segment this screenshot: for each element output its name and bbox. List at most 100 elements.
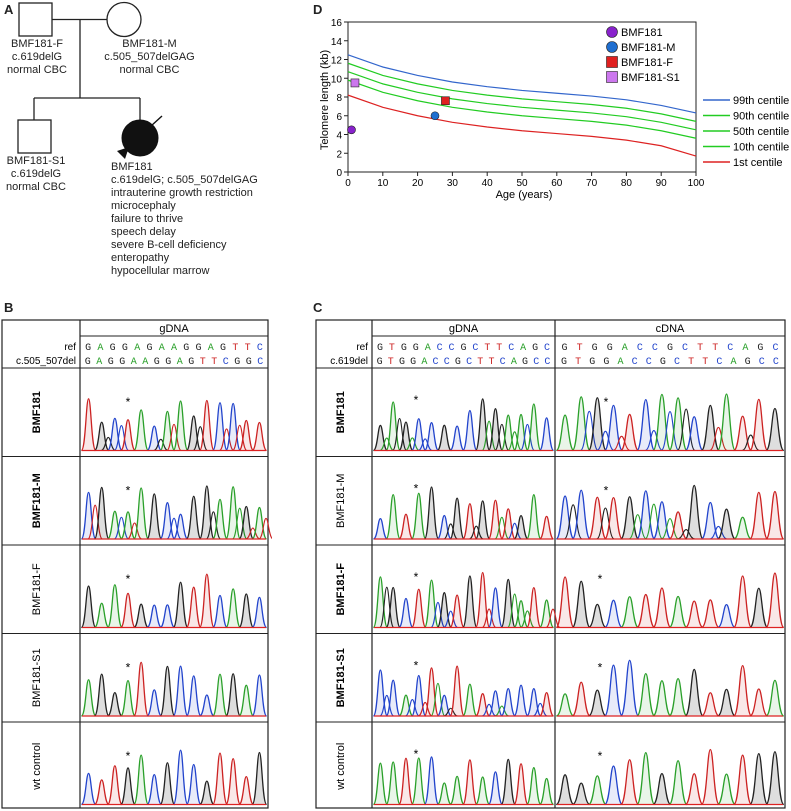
trace-peak [385, 679, 401, 717]
sequence-base: C [772, 343, 778, 354]
trace-peak [238, 684, 255, 717]
mutation-star: * [126, 484, 131, 498]
panel-label-d: D [313, 2, 323, 17]
trace-peak [398, 694, 414, 717]
trace-peak [398, 757, 414, 806]
trace-peak [532, 702, 548, 717]
sequence-base: C [544, 357, 550, 368]
trace-peak [372, 424, 389, 452]
sequence-base: G [165, 357, 171, 368]
trace-peak [443, 610, 458, 629]
sequence-base: G [110, 343, 116, 354]
sequence-base: T [712, 343, 718, 354]
panel-c-cdna-trace [555, 484, 785, 540]
trace-peak [494, 705, 510, 717]
trace-peak [166, 423, 182, 452]
sequence-base: G [85, 357, 91, 368]
trace-peak [717, 603, 736, 629]
sequence-base: G [410, 357, 416, 368]
trace-peak [749, 398, 769, 452]
panel-b-row-label: BMF181-F [31, 563, 43, 615]
trace-peak [106, 765, 123, 806]
data-point [430, 111, 440, 121]
trace-peak [587, 496, 607, 540]
trace-peak [603, 765, 624, 806]
panel-b-row-label: BMF181-S1 [31, 648, 43, 707]
mutation-star: * [598, 661, 603, 675]
y-tick-label: 8 [336, 93, 342, 104]
trace-peak [146, 493, 163, 540]
sequence-base: A [208, 343, 214, 354]
trace-peak [172, 513, 189, 540]
sequence-base: G [85, 343, 91, 354]
trace-peak [80, 491, 97, 540]
trace-peak [500, 687, 516, 717]
sequence-base: G [246, 357, 252, 368]
panel-b-frame [1, 319, 269, 809]
trace-peak [80, 772, 97, 806]
sequence-base: T [477, 357, 483, 368]
sequence-base: A [96, 357, 102, 368]
y-tick-label: 4 [336, 131, 342, 142]
trace-peak [172, 749, 189, 806]
trace-peak [373, 517, 388, 540]
sequence-base: T [245, 343, 251, 354]
trace-peak [146, 773, 163, 806]
trace-peak [93, 421, 110, 452]
proband-arrow-icon [117, 147, 129, 159]
trace-peak [379, 586, 395, 629]
trace-peak [172, 665, 189, 717]
y-tick-label: 6 [336, 112, 342, 123]
trace-peak [133, 487, 150, 540]
trace-peak [133, 603, 149, 629]
trace-peak [733, 664, 753, 717]
trace-peak [462, 409, 478, 452]
trace-peak [539, 691, 555, 717]
trace-peak [113, 425, 129, 452]
trace-peak [172, 400, 189, 452]
panel-c-row-label: BMF181-S1 [335, 648, 347, 707]
trace-peak [487, 587, 504, 629]
trace-peak [372, 669, 389, 717]
trace-peak [212, 752, 228, 806]
trace-peak [636, 490, 656, 540]
trace-peak [709, 426, 728, 452]
trace-peak [120, 767, 136, 806]
legend-marker [606, 41, 618, 53]
trace-peak [620, 596, 639, 629]
sequence-base: T [688, 357, 694, 368]
trace-peak [80, 398, 97, 452]
panel-b-trace [80, 398, 268, 452]
sequence-base: A [134, 343, 140, 354]
trace-peak [603, 404, 624, 452]
trace-peak [603, 496, 624, 540]
trace-peak [106, 417, 123, 452]
trace-peak [668, 511, 688, 540]
panel-c-row-label: wt control [335, 743, 347, 791]
mutation-star: * [598, 572, 603, 586]
trace-peak [475, 776, 491, 806]
trace-peak [462, 575, 478, 629]
sequence-base: T [232, 343, 238, 354]
trace-peak [385, 493, 401, 540]
mutation-star: * [126, 661, 131, 675]
sequence-base: T [697, 343, 703, 354]
father-symbol [18, 2, 53, 37]
panel-c-row-label: BMF181 [335, 391, 347, 433]
trace-peak [449, 775, 465, 806]
trace-peak [555, 774, 575, 806]
sequence-base: G [196, 343, 202, 354]
x-tick-label: 90 [656, 178, 668, 189]
mutation-star: * [604, 484, 609, 498]
trace-peak [449, 594, 465, 629]
father-genotype: c.619delG [11, 51, 63, 63]
mutation-star: * [414, 482, 419, 496]
sequence-base: C [437, 343, 443, 354]
sequence-base: C [257, 357, 263, 368]
x-tick-label: 100 [688, 178, 705, 189]
trace-peak [212, 498, 228, 540]
sequence-base: G [399, 357, 405, 368]
trace-peak [652, 587, 672, 629]
sequence-base: T [388, 357, 394, 368]
